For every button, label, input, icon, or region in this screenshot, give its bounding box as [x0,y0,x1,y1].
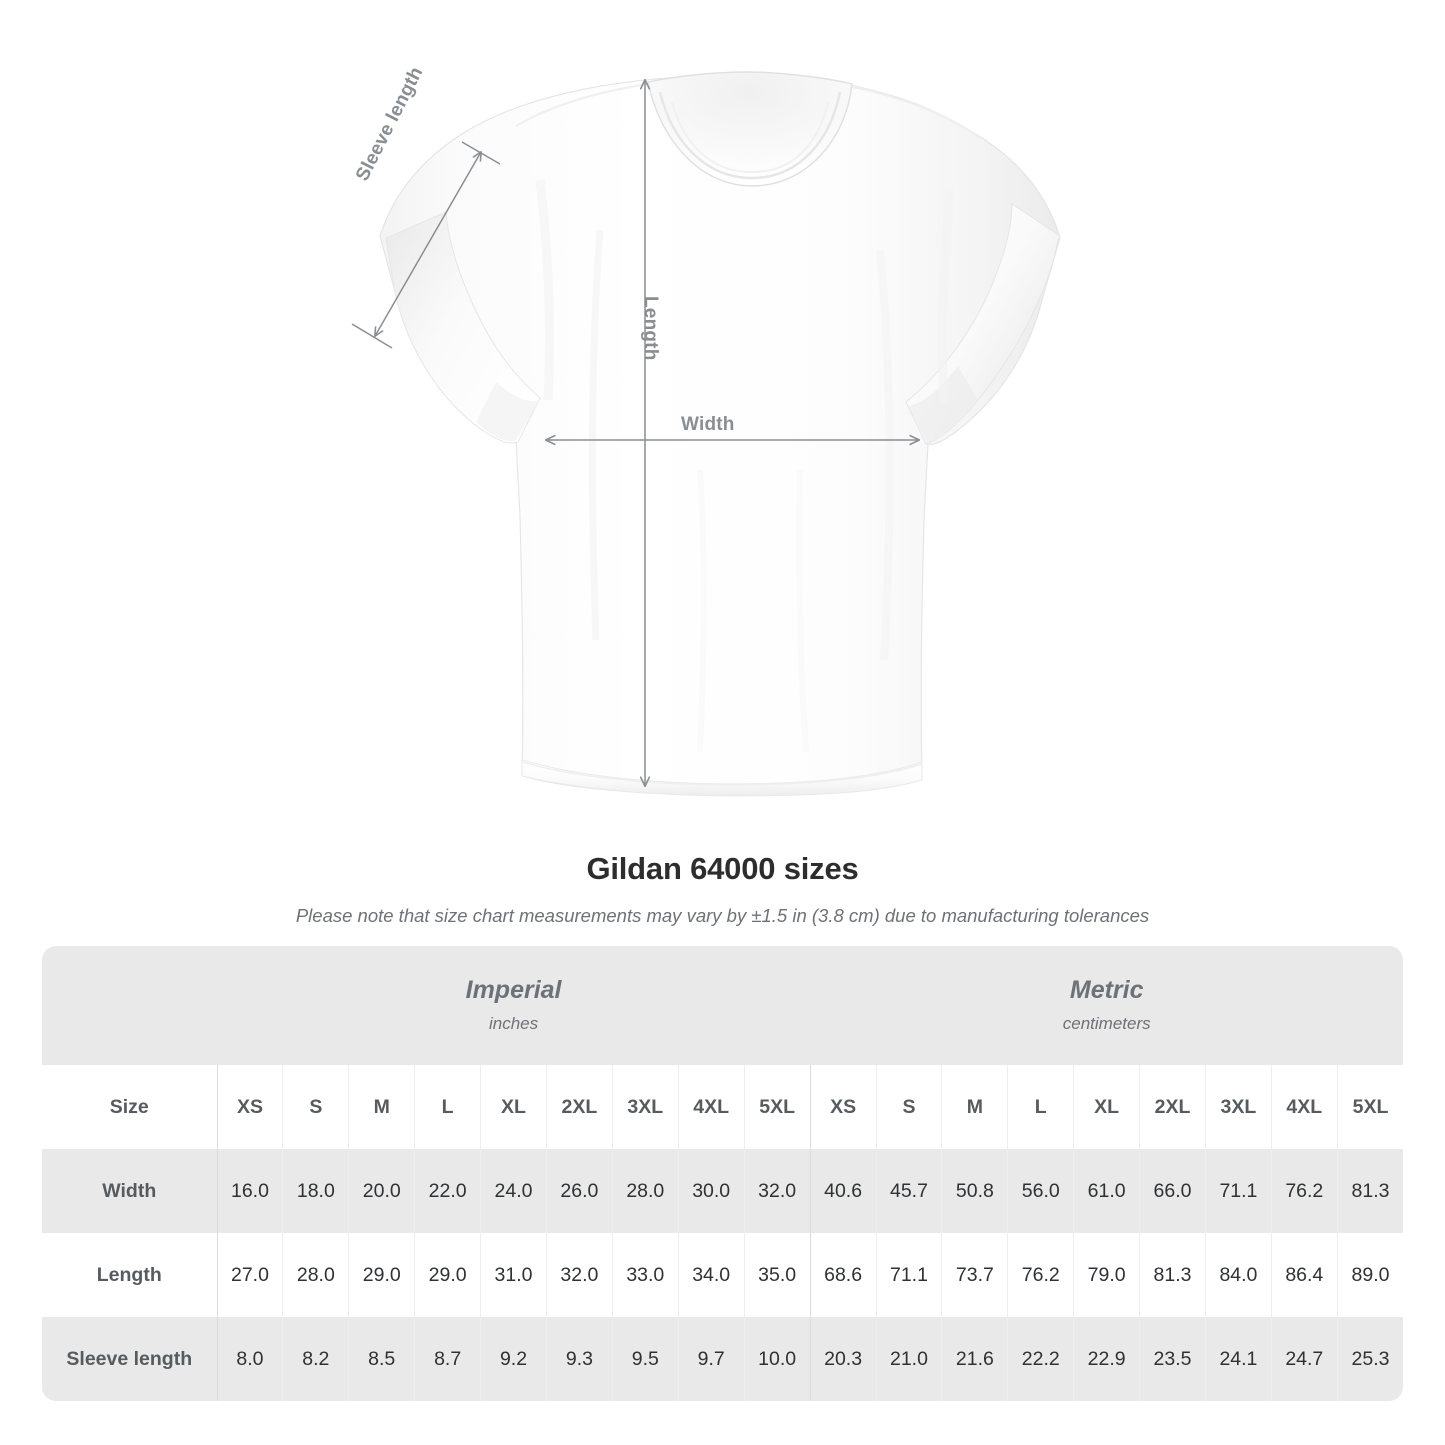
row-label-width: Width [102,1179,157,1202]
table-row: Sleeve length 8.0 8.2 8.5 8.7 9.2 9.3 9.… [42,1317,1403,1401]
cell-width-metric-m: 50.8 [941,1149,1008,1233]
cell-sleeve-imperial-l: 8.7 [414,1317,481,1401]
cell-length-metric-2xl: 81.3 [1139,1233,1206,1317]
size-header-metric-xs: XS [809,1065,877,1149]
size-header-imperial-4xl: 4XL [677,1065,745,1149]
cell-width-imperial-l: 22.0 [414,1149,481,1233]
cell-sleeve-imperial-4xl: 9.7 [677,1317,745,1401]
size-header-imperial-5xl: 5XL [743,1065,811,1149]
row-label-sleeve-length: Sleeve length [66,1347,193,1370]
cell-sleeve-imperial-s: 8.2 [282,1317,349,1401]
cell-sleeve-metric-l: 22.2 [1007,1317,1074,1401]
length-label: Length [640,296,661,361]
unit-metric-name: Metric [1069,976,1144,1005]
title-block: Gildan 64000 sizes Please note that size… [0,851,1445,927]
size-table-container: Imperial inches Metric centimeters Size … [42,946,1403,1401]
cell-width-imperial-2xl: 26.0 [545,1149,613,1233]
cell-width-metric-s: 45.7 [875,1149,942,1233]
cell-length-metric-4xl: 86.4 [1270,1233,1338,1317]
cell-length-imperial-xl: 31.0 [480,1233,547,1317]
cell-length-metric-xs: 68.6 [809,1233,877,1317]
page-title: Gildan 64000 sizes [586,851,859,886]
cell-sleeve-metric-xs: 20.3 [809,1317,877,1401]
size-header-metric-2xl: 2XL [1139,1065,1206,1149]
size-header-row: Size XS S M L XL 2XL 3XL 4XL 5XL XS S M … [42,1065,1403,1149]
cell-length-metric-xl: 79.0 [1073,1233,1140,1317]
sleeve-length-arrow [351,141,501,349]
cell-width-metric-5xl: 81.3 [1336,1149,1403,1233]
size-header-imperial-xs: XS [216,1065,283,1149]
unit-header-row: Imperial inches Metric centimeters [42,946,1403,1065]
size-header-metric-xl: XL [1073,1065,1140,1149]
cell-length-imperial-l: 29.0 [414,1233,481,1317]
cell-sleeve-imperial-xs: 8.0 [216,1317,283,1401]
unit-spacer [42,946,217,1065]
size-header-imperial-s: S [282,1065,349,1149]
measurement-arrows [351,0,1445,835]
cell-length-metric-m: 73.7 [941,1233,1008,1317]
cell-length-metric-5xl: 89.0 [1336,1233,1403,1317]
cell-sleeve-imperial-3xl: 9.5 [611,1317,679,1401]
size-table: Imperial inches Metric centimeters Size … [42,946,1403,1401]
cell-sleeve-metric-4xl: 24.7 [1270,1317,1338,1401]
cell-width-imperial-xs: 16.0 [216,1149,283,1233]
cell-width-imperial-xl: 24.0 [480,1149,547,1233]
cell-length-metric-3xl: 84.0 [1204,1233,1272,1317]
cell-width-imperial-s: 18.0 [282,1149,349,1233]
size-header-imperial-m: M [348,1065,415,1149]
unit-imperial-name: Imperial [465,976,562,1005]
cell-sleeve-metric-xl: 22.9 [1073,1317,1140,1401]
size-header-metric-s: S [875,1065,942,1149]
size-header-metric-5xl: 5XL [1336,1065,1403,1149]
table-row: Length 27.0 28.0 29.0 29.0 31.0 32.0 33.… [42,1233,1403,1317]
cell-sleeve-metric-s: 21.0 [875,1317,942,1401]
tshirt-diagram: Sleeve length Length Width [351,0,1445,835]
cell-width-metric-xl: 61.0 [1073,1149,1140,1233]
cell-width-metric-l: 56.0 [1007,1149,1074,1233]
size-header-metric-m: M [941,1065,1008,1149]
cell-width-imperial-m: 20.0 [348,1149,415,1233]
cell-sleeve-metric-m: 21.6 [941,1317,1008,1401]
cell-length-imperial-m: 29.0 [348,1233,415,1317]
size-header-imperial-3xl: 3XL [611,1065,679,1149]
cell-length-imperial-5xl: 35.0 [743,1233,811,1317]
size-header-metric-4xl: 4XL [1270,1065,1338,1149]
unit-metric: Metric centimeters [810,946,1403,1065]
cell-length-imperial-3xl: 33.0 [611,1233,679,1317]
cell-width-metric-2xl: 66.0 [1139,1149,1206,1233]
size-header-imperial-xl: XL [480,1065,547,1149]
cell-length-imperial-4xl: 34.0 [677,1233,745,1317]
size-row-label: Size [109,1095,149,1118]
cell-sleeve-metric-3xl: 24.1 [1204,1317,1272,1401]
cell-sleeve-imperial-5xl: 10.0 [743,1317,811,1401]
size-header-imperial-l: L [414,1065,481,1149]
tolerance-note: Please note that size chart measurements… [295,905,1150,926]
cell-width-metric-3xl: 71.1 [1204,1149,1272,1233]
cell-sleeve-imperial-m: 8.5 [348,1317,415,1401]
cell-sleeve-metric-5xl: 25.3 [1336,1317,1403,1401]
cell-length-imperial-2xl: 32.0 [545,1233,613,1317]
cell-sleeve-metric-2xl: 23.5 [1139,1317,1206,1401]
cell-width-imperial-5xl: 32.0 [743,1149,811,1233]
cell-width-metric-xs: 40.6 [809,1149,877,1233]
unit-imperial: Imperial inches [217,946,810,1065]
size-header-metric-l: L [1007,1065,1074,1149]
cell-width-imperial-3xl: 28.0 [611,1149,679,1233]
row-label-length: Length [96,1263,162,1286]
unit-metric-sub: centimeters [1062,1013,1151,1033]
cell-width-metric-4xl: 76.2 [1270,1149,1338,1233]
cell-length-imperial-s: 28.0 [282,1233,349,1317]
size-header-metric-3xl: 3XL [1204,1065,1272,1149]
cell-sleeve-imperial-2xl: 9.3 [545,1317,613,1401]
cell-length-metric-l: 76.2 [1007,1233,1074,1317]
table-row: Width 16.0 18.0 20.0 22.0 24.0 26.0 28.0… [42,1149,1403,1233]
cell-length-metric-s: 71.1 [875,1233,942,1317]
width-label: Width [681,414,735,435]
cell-length-imperial-xs: 27.0 [216,1233,283,1317]
size-header-imperial-2xl: 2XL [545,1065,613,1149]
cell-sleeve-imperial-xl: 9.2 [480,1317,547,1401]
unit-imperial-sub: inches [488,1013,539,1033]
cell-width-imperial-4xl: 30.0 [677,1149,745,1233]
